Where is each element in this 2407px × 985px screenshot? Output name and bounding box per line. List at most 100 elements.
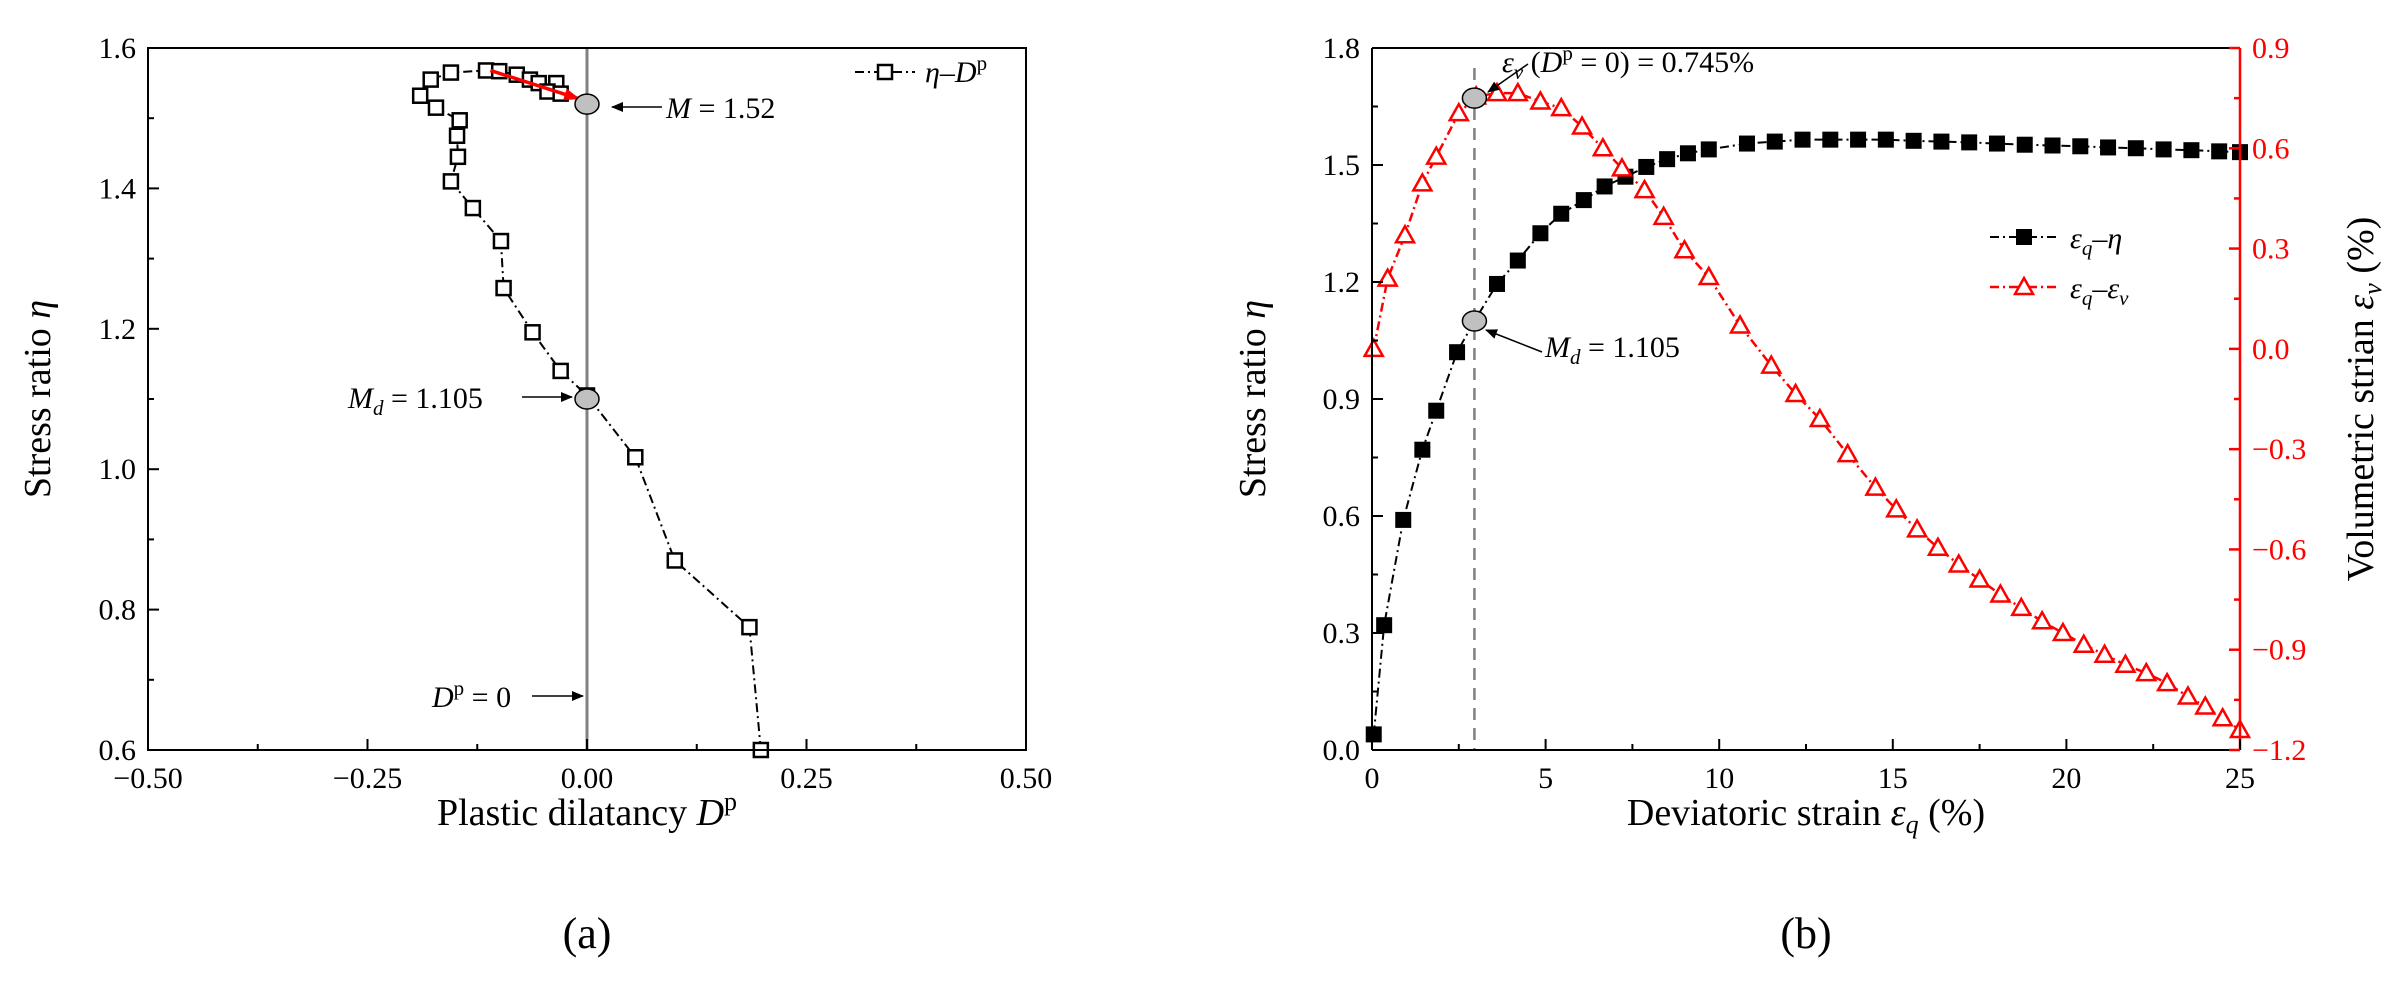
chart-b-ev-point-38 <box>2176 684 2200 705</box>
chart-b-eta-point-29 <box>2044 137 2061 154</box>
chart-a-point-3 <box>627 449 644 466</box>
chart-b-y2tick-label-7: 0.9 <box>2252 32 2290 65</box>
chart-b-legend: εq–η εq–εv <box>1990 222 2129 310</box>
chart-b-ev-point-5 <box>1447 101 1470 122</box>
chart-b-series-ev-line <box>1372 91 2241 731</box>
chart-b-ylabel-main: Stress ratio <box>1232 319 1274 498</box>
chart-b-ev-point-14 <box>1633 178 1656 199</box>
chart-b-ann-Md-main: M <box>1544 331 1572 364</box>
chart-b-ann-ev-rest: = 0) = 0.745% <box>1573 46 1754 79</box>
chart-b-ytick-label-5: 1.5 <box>1323 149 1361 182</box>
chart-b-eta-point-11 <box>1575 192 1592 209</box>
chart-b-ytick-label-1: 0.3 <box>1323 617 1361 650</box>
chart-b-ev-point-23 <box>1864 476 1887 496</box>
chart-b-eta-point-7 <box>1488 275 1505 292</box>
chart-a-legend-main: η–D <box>925 56 977 89</box>
chart-b-eta-point-19 <box>1766 133 1783 150</box>
chart-b-legend-1-sym: η <box>2107 222 2122 255</box>
chart-a-ann-M-main: M <box>665 92 693 125</box>
chart-b-eta-point-5 <box>1449 344 1466 361</box>
chart-a-xtick-label-0: −0.50 <box>113 762 182 795</box>
chart-b-ev-point-24 <box>1885 497 1908 518</box>
chart-b-xtick-label-4: 20 <box>2051 762 2081 795</box>
chart-b-ev-point-3 <box>1411 171 1434 192</box>
chart-a-xlabel-sup: p <box>724 787 737 816</box>
chart-b-legend-marker-2 <box>2012 275 2036 296</box>
chart-b-y2tick-label-6: 0.6 <box>2252 132 2290 165</box>
chart-b-ev-point-40 <box>2211 706 2234 727</box>
chart-b-eta-point-15 <box>1659 151 1676 168</box>
chart-a-ann-Md-sub: d <box>373 396 384 420</box>
chart-a-ann-M-rest: = 1.52 <box>691 92 775 125</box>
chart-b-xtick-label-2: 10 <box>1704 762 1734 795</box>
chart-a-point-1 <box>741 618 758 636</box>
chart-a-xlabel: Plastic dilatancy Dp <box>437 787 737 834</box>
chart-b-ev-point-28 <box>1968 567 1991 588</box>
chart-b-y2tick-label-5: 0.3 <box>2252 233 2290 266</box>
chart-b-ev-point-39 <box>2194 694 2217 715</box>
chart-b-y2ticks: −1.2 −0.9 −0.6 −0.3 0.0 0.3 0.6 0.9 <box>2229 32 2306 767</box>
chart-b-y2label-unit: (%) <box>2340 217 2382 283</box>
chart-a-marker-M <box>574 93 600 115</box>
chart-b-legend-2-symsub: v <box>2119 286 2129 310</box>
chart-b-eta-point-33 <box>2155 141 2172 158</box>
chart-a-point-6 <box>524 324 541 341</box>
chart-b-eta-point-18 <box>1738 135 1755 152</box>
chart-b-ev-point-16 <box>1673 238 1696 259</box>
chart-a-legend-marker <box>876 63 894 81</box>
chart-b-ann-ev-sub: v <box>1514 60 1524 84</box>
chart-a-xlabel-sym: D <box>696 792 724 834</box>
chart-a-point-2 <box>666 552 684 569</box>
chart-b-xticks: 0 5 10 15 20 25 <box>1365 739 2255 795</box>
chart-b-ytick-label-3: 0.9 <box>1323 383 1361 416</box>
chart-b-ev-point-21 <box>1808 407 1832 428</box>
chart-a-legend: η–Dp <box>855 51 987 89</box>
chart-b-ann-ev-label: εv (Dp = 0) = 0.745% <box>1502 41 1754 84</box>
chart-b-y2label: Volumetric strian εv (%) <box>2340 217 2387 582</box>
chart-b-ev-point-19 <box>1760 354 1783 374</box>
chart-b-eta-point-24 <box>1905 132 1922 149</box>
chart-b-annotations <box>1461 87 1488 332</box>
chart-b-ev-point-13 <box>1610 156 1634 177</box>
chart-b-ev-point-17 <box>1697 265 1720 286</box>
chart-b-y2tick-label-3: −0.3 <box>2252 433 2306 466</box>
chart-b-legend-1-main: ε <box>2070 222 2082 255</box>
chart-b-legend-1-dash: – <box>2091 222 2108 255</box>
chart-b-xtick-label-1: 5 <box>1538 762 1553 795</box>
chart-b-ev-point-9 <box>1529 89 1552 110</box>
chart-b-marker-Md <box>1461 310 1488 332</box>
chart-b-eta-point-23 <box>1877 131 1894 148</box>
chart-a-xtick-label-2: 0.00 <box>561 762 614 795</box>
chart-b-eta-point-0 <box>1365 726 1382 743</box>
chart-b-series <box>1362 81 2252 743</box>
chart-b-eta-point-27 <box>1988 135 2005 152</box>
chart-a-ann-Dp0-label: Dp = 0 <box>431 676 511 714</box>
chart-b-ev-point-35 <box>2114 653 2137 674</box>
chart-b-ev-point-26 <box>1926 536 1950 557</box>
chart-b-ev-point-33 <box>2072 633 2095 653</box>
chart-b-ann-ev-sym: ε <box>1502 46 1514 79</box>
chart-b-y2label-main: Volumetric strian <box>2340 310 2382 582</box>
chart-b-ev-point-32 <box>2051 621 2075 642</box>
chart-b-ev-point-20 <box>1784 382 1807 403</box>
chart-a-point-5 <box>552 362 569 380</box>
chart-a-point-15 <box>411 87 429 104</box>
chart-a-point-8 <box>492 232 510 250</box>
chart-a-xtick-label-3: 0.25 <box>780 762 833 795</box>
chart-b-ytick-label-2: 0.6 <box>1323 500 1361 533</box>
chart-a-point-17 <box>442 64 460 81</box>
chart-b-marker-ev <box>1461 87 1488 109</box>
chart-a-point-11 <box>449 148 467 166</box>
chart-a-ann-Md-main: M <box>347 382 375 415</box>
chart-a-marker-Md <box>574 388 600 410</box>
chart-a-ann-M-label: M = 1.52 <box>665 92 775 125</box>
chart-a-point-7 <box>495 279 512 297</box>
chart-b-eta-point-31 <box>2100 139 2117 156</box>
chart-a-ann-Md-rest: = 1.105 <box>384 382 483 415</box>
chart-b-y2label-sym: ε <box>2340 295 2382 310</box>
chart-b-eta-point-3 <box>1414 441 1431 458</box>
chart-a-xticks: −0.50 −0.25 0.00 0.25 0.50 <box>113 739 1052 795</box>
chart-b-legend-2-sub: q <box>2082 286 2093 310</box>
chart-b-ann-ev-main: D <box>1540 46 1563 79</box>
